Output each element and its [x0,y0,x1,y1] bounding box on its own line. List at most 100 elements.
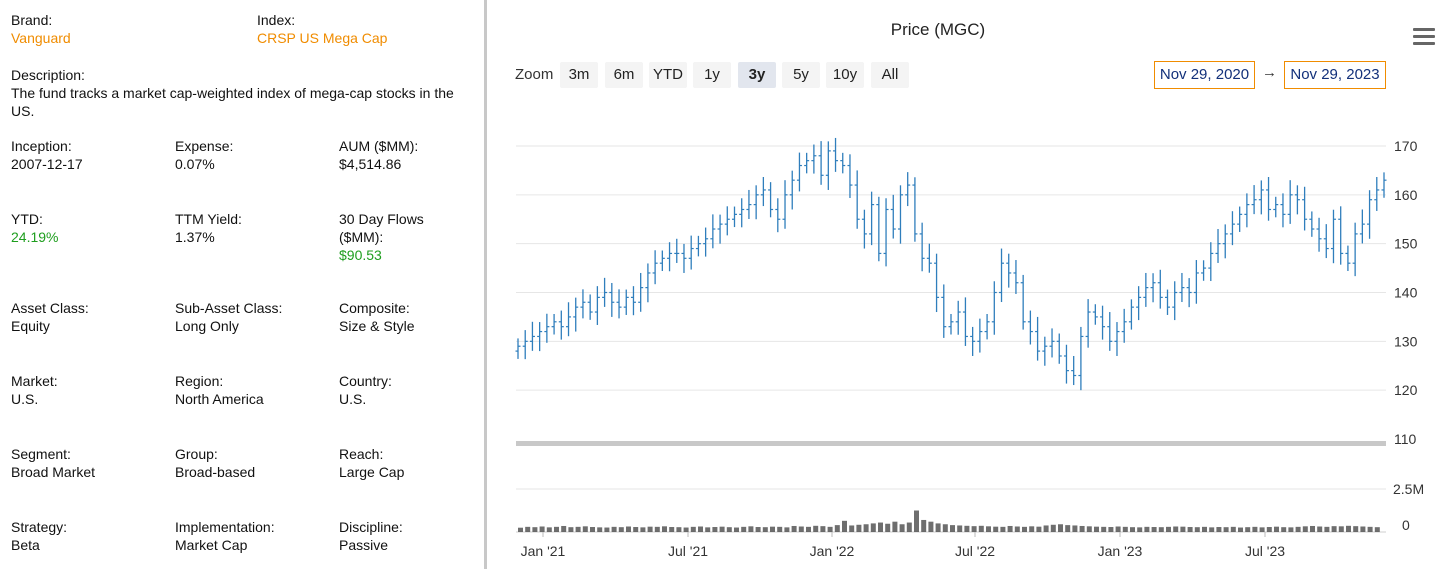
price-chart-svg: 110 120 130 140 150 160 170 2.5M 0 Jan '21 Jul '21… [515,137,1424,559]
volume-bar [539,526,545,532]
panel-divider [484,0,487,569]
price-tick-label: 110 [1394,431,1417,447]
volume-bar [582,526,588,532]
range-arrow: → [1262,64,1277,81]
volume-bar [1274,526,1279,532]
x-tick-label: Jul '22 [955,543,995,559]
zoom-10y-button[interactable]: 10y [826,62,864,88]
inception-value: 2007-12-17 [11,156,83,172]
volume-bar [726,527,732,532]
range-to-input[interactable]: Nov 29, 2023 [1284,61,1386,89]
region-value: North America [175,391,264,407]
description-value: The fund tracks a market cap-weighted in… [11,85,454,119]
volume-bar [957,525,963,532]
volume-bar [1130,527,1135,532]
segment-field: Segment: Broad Market [11,445,161,481]
hamburger-menu-icon[interactable] [1413,28,1435,46]
volume-bar [906,522,912,532]
volume-bar [978,525,984,532]
description-field: Description: The fund tracks a market ca… [11,66,473,120]
volume-bar [1252,526,1258,532]
ttm-yield-field: TTM Yield: 1.37% [175,210,325,246]
zoom-3y-button[interactable]: 3y [738,62,776,88]
volume-bar [590,527,595,532]
price-tick-label: 140 [1394,285,1418,301]
volume-bar [856,524,862,532]
volume-tick-label: 2.5M [1393,481,1424,497]
volume-bar [1374,527,1380,532]
volume-bar [532,527,538,532]
zoom-3m-button[interactable]: 3m [560,62,598,88]
index-value[interactable]: CRSP US Mega Cap [257,30,388,46]
reach-value: Large Cap [339,464,405,480]
volume-bar [575,526,581,532]
zoom-all-button[interactable]: All [871,62,909,88]
volume-bar [1043,525,1049,532]
volume-bar [791,525,797,532]
volume-bar [813,525,819,532]
price-chart-panel: 110 120 130 140 150 160 170 2.5M 0 Jan '21 Jul '21… [488,0,1456,569]
volume-bar [1158,527,1164,532]
volume-bar [1360,526,1366,532]
volume-bar [525,526,531,532]
asset-class-field: Asset Class: Equity [11,299,161,335]
expense-field: Expense: 0.07% [175,137,325,173]
volume-bar [1086,526,1092,532]
chart-title: Price (MGC) [890,20,986,39]
volume-tick-label: 0 [1402,517,1410,533]
x-tick-label: Jan '21 [521,543,566,559]
market-label: Market: [11,373,58,389]
range-from-input[interactable]: Nov 29, 2020 [1154,61,1255,89]
volume-bar [1014,526,1020,532]
volume-bar [712,527,718,532]
volume-bar [1065,525,1071,532]
navigator-bar [516,441,1386,446]
volume-bar [870,523,876,532]
volume-bar [899,524,905,532]
strategy-value: Beta [11,537,40,553]
volume-bar [1259,527,1265,532]
segment-label: Segment: [11,446,71,462]
volume-bar [633,527,639,532]
volume-bar [914,510,919,532]
brand-value[interactable]: Vanguard [11,30,71,46]
price-tick-label: 130 [1394,333,1418,349]
volume-bar [604,527,610,532]
volume-bar [1216,527,1222,532]
asset-class-label: Asset Class: [11,300,89,316]
volume-bar [1209,527,1215,532]
brand-label: Brand: [11,12,53,28]
implementation-label: Implementation: [175,519,275,535]
sub-asset-class-value: Long Only [175,318,239,334]
volume-bar [762,527,768,532]
zoom-6m-button[interactable]: 6m [605,62,643,88]
volume-bar [669,527,675,532]
volume-bar [1317,526,1323,532]
zoom-5y-button[interactable]: 5y [782,62,820,88]
volume-bar [1166,526,1171,532]
volume-bar [885,523,891,532]
discipline-field: Discipline: Passive [339,518,479,554]
volume-bar [1331,526,1337,532]
volume-bar [1115,526,1121,532]
volume-bar [1230,526,1236,532]
volume-bar [1137,527,1143,532]
x-tick-label: Jan '23 [1098,543,1143,559]
volume-bar [1324,526,1330,532]
price-tick-label: 120 [1394,382,1418,398]
volume-bar [1050,524,1056,532]
volume-bar [1302,526,1308,532]
index-field: Index: CRSP US Mega Cap [257,11,477,47]
volume-bar [554,526,559,532]
fund-info-panel: Brand: Vanguard Index: CRSP US Mega Cap … [0,0,484,569]
price-tick-label: 160 [1394,187,1418,203]
zoom-label: Zoom [515,66,554,83]
reach-field: Reach: Large Cap [339,445,479,481]
volume-bar [1338,526,1344,532]
volume-bar [964,525,970,532]
strategy-label: Strategy: [11,519,68,535]
zoom-1y-button[interactable]: 1y [693,62,731,88]
inception-label: Inception: [11,138,72,154]
expense-value: 0.07% [175,156,215,172]
zoom-ytd-button[interactable]: YTD [649,62,687,88]
